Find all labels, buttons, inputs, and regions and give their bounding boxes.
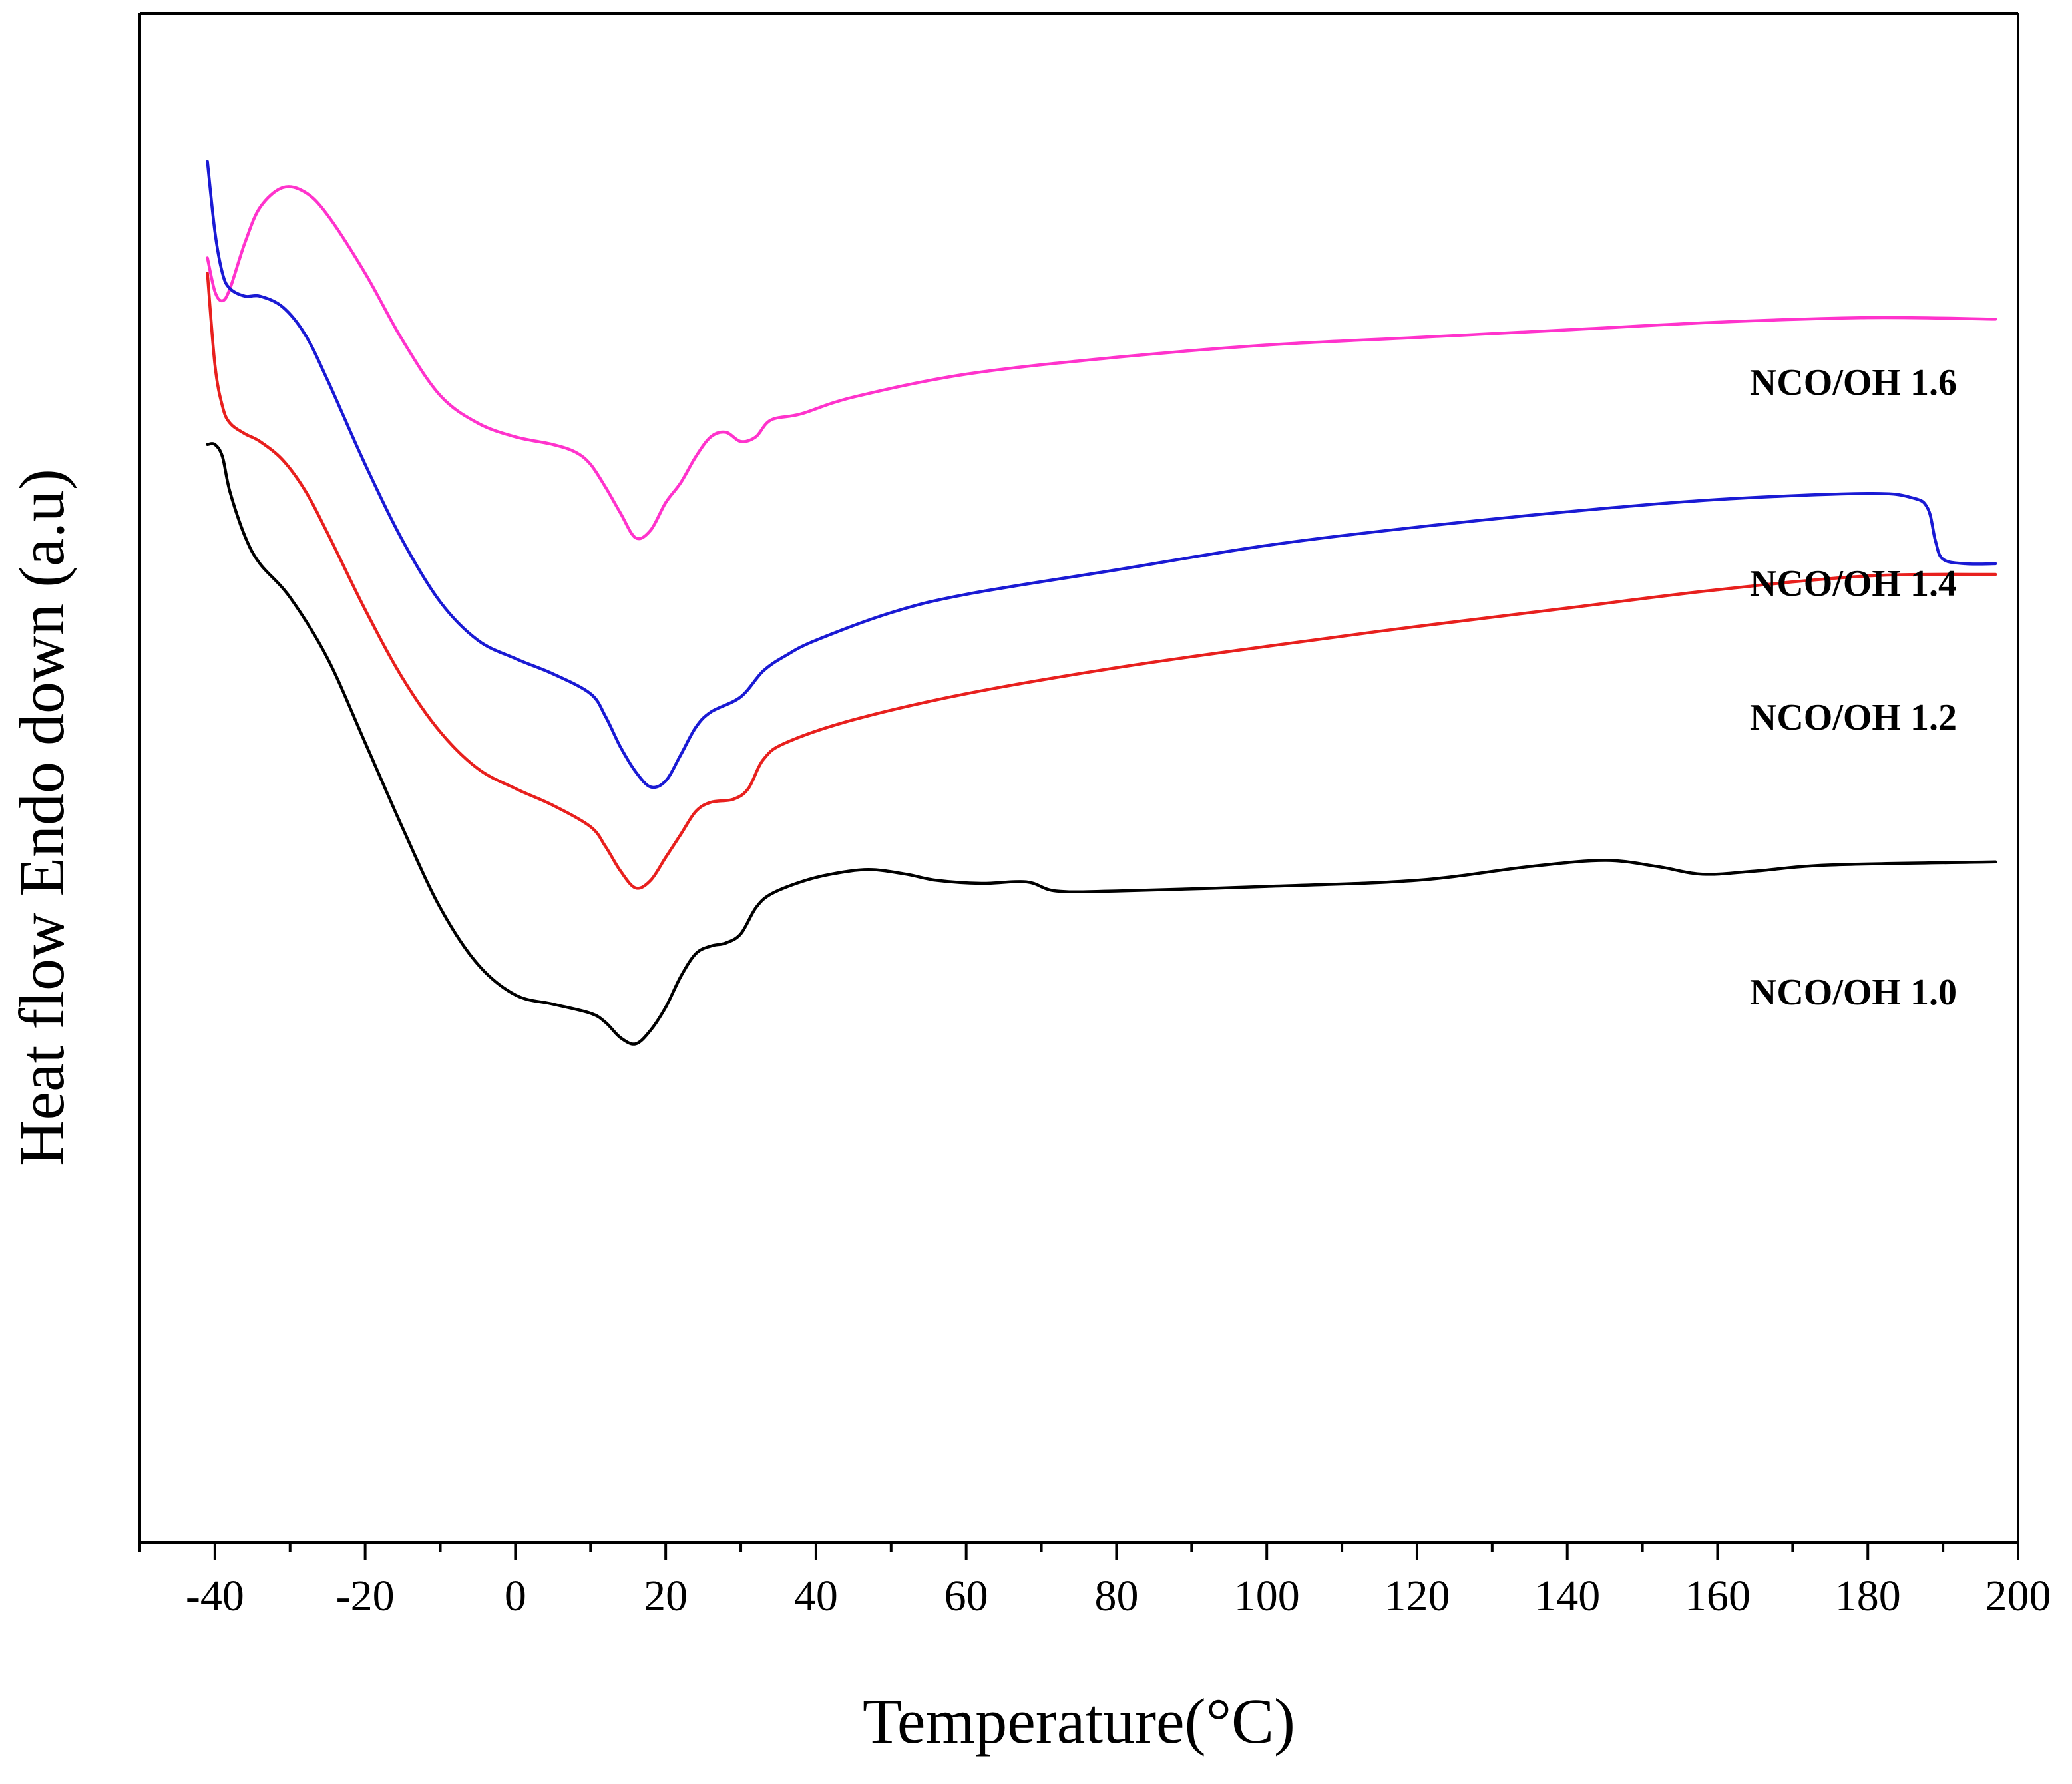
x-tick-label: 200 [1985, 1572, 2051, 1620]
x-tick-label: -40 [186, 1572, 244, 1620]
x-ticks [138, 1542, 2019, 1560]
x-tick-labels: -40 -20 0 20 40 60 80 100 120 140 160 180 200 [186, 1572, 2051, 1620]
series-line-nco-oh-1-2 [206, 272, 1997, 890]
x-tick-label: 180 [1835, 1572, 1901, 1620]
y-axis-title: Heat flow Endo down (a.u) [6, 469, 77, 1166]
series-label-nco-oh-1-4: NCO/OH 1.4 [1750, 563, 1957, 604]
series-label-nco-oh-1-6: NCO/OH 1.6 [1750, 362, 1957, 403]
series-line-nco-oh-1-6 [206, 185, 1997, 541]
x-tick-label: 0 [505, 1572, 526, 1620]
axes [138, 12, 2019, 1544]
x-tick-label: 100 [1234, 1572, 1300, 1620]
x-tick-label: 60 [944, 1572, 988, 1620]
x-axis-title: Temperature(°C) [863, 1685, 1295, 1757]
series-lines [206, 160, 1997, 1046]
series-label-nco-oh-1-2: NCO/OH 1.2 [1750, 697, 1957, 738]
x-tick-label: 20 [644, 1572, 688, 1620]
x-tick-label: 80 [1094, 1572, 1138, 1620]
x-tick-label: 160 [1685, 1572, 1751, 1620]
x-tick-label: -20 [336, 1572, 395, 1620]
series-line-nco-oh-1-0 [206, 442, 1997, 1046]
series-line-nco-oh-1-4 [206, 160, 1997, 789]
series-label-nco-oh-1-0: NCO/OH 1.0 [1750, 972, 1957, 1013]
x-tick-label: 40 [794, 1572, 838, 1620]
x-tick-label: 120 [1384, 1572, 1450, 1620]
series-labels: NCO/OH 1.6 NCO/OH 1.4 NCO/OH 1.2 NCO/OH … [1750, 362, 1957, 1013]
x-tick-label: 140 [1534, 1572, 1600, 1620]
